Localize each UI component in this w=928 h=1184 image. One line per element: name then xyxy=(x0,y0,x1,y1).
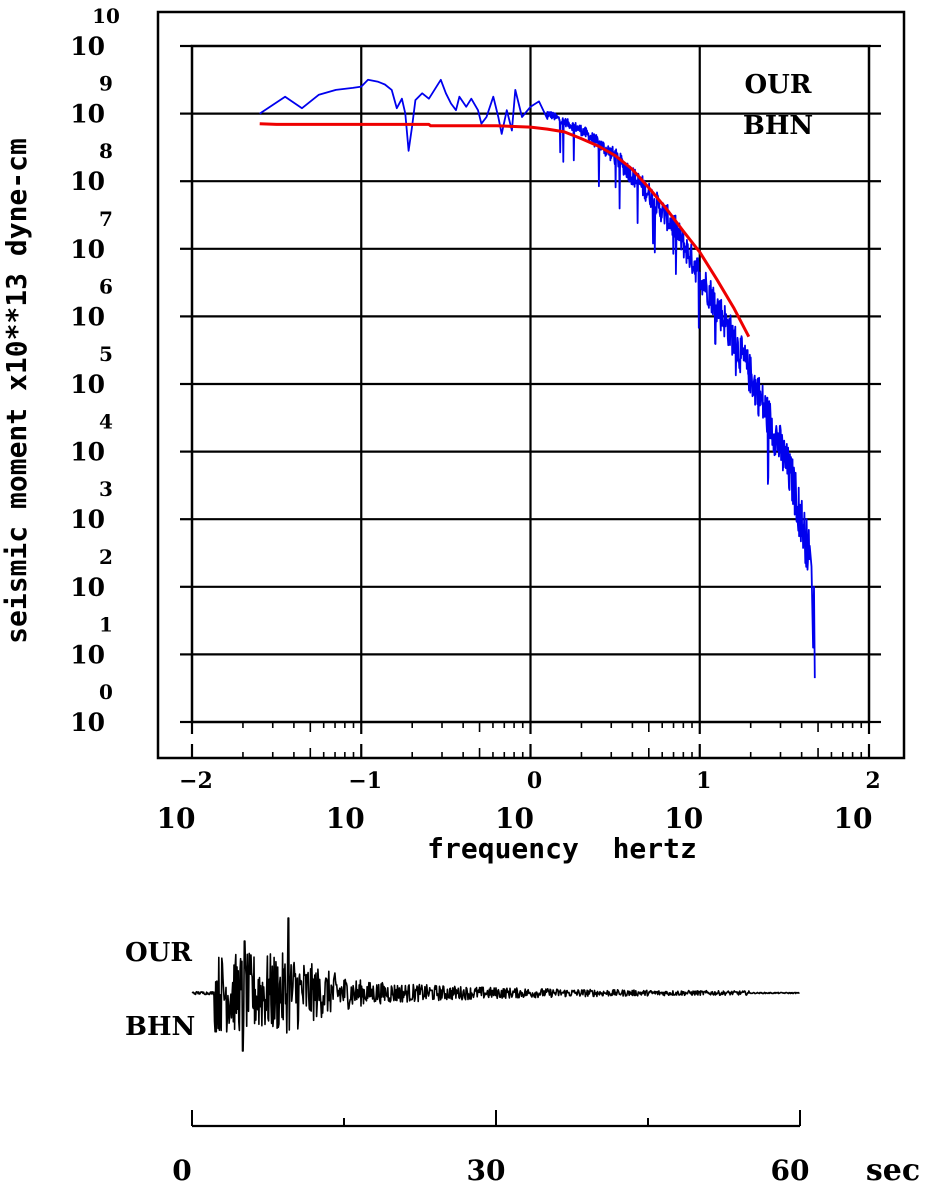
y-tick-label-exponent: 2 xyxy=(99,545,113,569)
trace-label-line-1: OUR xyxy=(125,938,192,968)
x-axis-label: frequency hertz xyxy=(427,832,697,865)
x-axis-ticks: −2 10 −1 10 0 10 1 10 2 10 xyxy=(157,722,881,835)
seismogram-waveform xyxy=(191,917,800,1052)
y-tick-label-exponent: 6 xyxy=(99,274,113,298)
time-tick-label: 0 xyxy=(172,1154,191,1184)
seismogram-panel: OUR BHN 0 30 60 sec xyxy=(125,917,920,1184)
y-axis-ticks: 10 10 10 9 10 8 10 7 10 6 10 5 10 4 10 3 10 2 10 1 10 0 xyxy=(70,4,881,737)
legend-line-1: OUR xyxy=(745,70,812,100)
y-tick-label-exponent: 5 xyxy=(99,342,113,366)
y-tick-label-exponent: 9 xyxy=(99,72,113,96)
x-tick-label-base: 10 xyxy=(495,802,534,835)
y-tick-label-exponent: 8 xyxy=(99,139,113,163)
seismogram-trace xyxy=(191,917,800,1052)
time-axis: 0 30 60 xyxy=(172,1110,809,1184)
y-tick-label-exponent: 1 xyxy=(99,612,113,636)
x-tick-label-exponent: −1 xyxy=(348,768,382,794)
y-tick-label-base: 10 xyxy=(70,100,105,129)
y-tick-label-base: 10 xyxy=(70,640,105,669)
time-axis-unit: sec xyxy=(866,1153,920,1184)
series-group xyxy=(259,78,816,679)
x-tick-label-base: 10 xyxy=(664,802,703,835)
series-line-model xyxy=(259,122,751,338)
y-axis-label: seismic moment x10**13 dyne-cm xyxy=(0,138,33,644)
x-tick-label-exponent: 2 xyxy=(865,768,880,794)
y-tick-label-exponent: 3 xyxy=(99,477,113,501)
x-tick-label-base: 10 xyxy=(326,802,365,835)
y-tick-label-exponent: 4 xyxy=(99,410,113,434)
x-tick-label-exponent: 1 xyxy=(696,768,711,794)
y-tick-label-exponent: 7 xyxy=(99,207,113,231)
y-tick-label-base: 10 xyxy=(70,438,105,467)
x-tick-label-base: 10 xyxy=(834,802,873,835)
time-tick-label: 60 xyxy=(771,1154,810,1184)
y-tick-label-base: 10 xyxy=(70,708,105,737)
y-tick-label-exponent: 0 xyxy=(99,680,113,704)
y-tick-label-base: 10 xyxy=(70,302,105,331)
legend-line-2: BHN xyxy=(743,111,813,141)
x-tick-label-exponent: 0 xyxy=(527,768,542,794)
series-line-observed xyxy=(259,78,816,679)
trace-label-line-2: BHN xyxy=(125,1012,195,1042)
y-tick-label-base: 10 xyxy=(70,573,105,602)
y-tick-label-base: 10 xyxy=(70,235,105,264)
y-tick-label-base: 10 xyxy=(70,32,105,61)
y-tick-label-base: 10 xyxy=(70,370,105,399)
y-tick-label-base: 10 xyxy=(70,167,105,196)
time-tick-label: 30 xyxy=(467,1154,506,1184)
x-tick-label-exponent: −2 xyxy=(179,768,213,794)
x-tick-label-base: 10 xyxy=(157,802,196,835)
y-tick-label-base: 10 xyxy=(70,505,105,534)
grid xyxy=(192,46,869,722)
y-tick-label-exponent: 10 xyxy=(92,4,120,28)
